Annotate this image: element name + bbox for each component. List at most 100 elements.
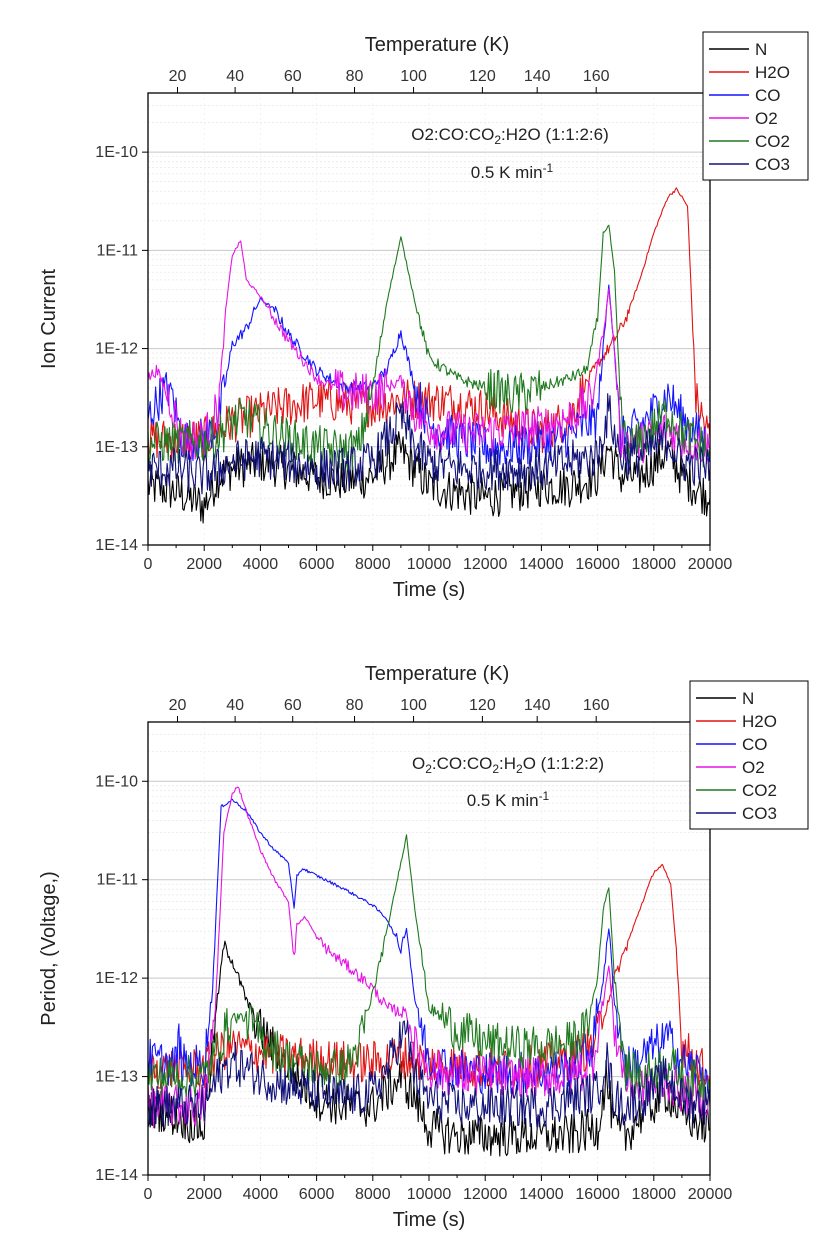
series-line-co2 — [147, 224, 711, 471]
chart-panel-1: 0 2000 4000 6000 8000 10000 12000 14000 16000 180… — [38, 31, 809, 601]
x-tick-label: 14000 — [519, 556, 564, 573]
y-tick-label: 1E-14 — [95, 537, 138, 554]
series-group — [147, 187, 711, 524]
series-line-co — [147, 798, 711, 1096]
legend-label: H2O — [755, 63, 790, 82]
x-tick-label: 6000 — [299, 1186, 335, 1203]
temperature-tick-label: 160 — [583, 68, 610, 85]
x-tick-label: 8000 — [355, 556, 391, 573]
y-tick-label: 1E-14 — [95, 1167, 138, 1184]
temperature-tick-label: 120 — [469, 697, 496, 714]
series-line-n — [147, 940, 711, 1157]
series-line-n — [147, 431, 711, 524]
x-tick-label: 0 — [144, 1186, 153, 1203]
series-line-h2o — [147, 187, 711, 461]
heating-rate-annotation: 0.5 K min-1 — [471, 161, 554, 182]
x-tick-label: 18000 — [632, 556, 677, 573]
legend-label: CO3 — [755, 155, 790, 174]
y-tick-label: 1E-12 — [95, 970, 138, 987]
legend: N H2O CO O2 CO2 CO3 — [702, 31, 809, 181]
top-axis-title: Temperature (K) — [365, 34, 510, 56]
rate-superscript: -1 — [539, 789, 550, 803]
x-tick-label: 16000 — [575, 556, 620, 573]
series-line-h2o — [147, 863, 711, 1090]
annotation-subscript: 2 — [516, 762, 523, 776]
temperature-tick-label: 100 — [400, 697, 427, 714]
series-group — [147, 786, 711, 1157]
y-tick-label: 1E-10 — [95, 144, 138, 161]
legend-label: H2O — [742, 712, 777, 731]
temperature-tick-label: 80 — [346, 697, 364, 714]
rate-text: 0.5 K min — [471, 163, 543, 182]
composition-annotation: O2:CO:CO2:H2O (1:1:2:6) — [411, 125, 609, 147]
series-line-co2 — [147, 834, 711, 1106]
temperature-tick-label: 20 — [169, 68, 187, 85]
x-axis-title: Time (s) — [393, 1209, 466, 1231]
series-line-co3 — [147, 393, 711, 495]
x-tick-label: 2000 — [186, 556, 222, 573]
temperature-tick-label: 20 — [169, 697, 187, 714]
y-tick-label: 1E-12 — [95, 341, 138, 358]
heating-rate-annotation: 0.5 K min-1 — [467, 789, 550, 810]
x-tick-label: 12000 — [463, 556, 508, 573]
temperature-tick-label: 80 — [346, 68, 364, 85]
annotation-subscript: 2 — [425, 762, 432, 776]
x-tick-label: 10000 — [407, 1186, 452, 1203]
temperature-tick-label: 40 — [226, 697, 244, 714]
temperature-tick-label: 140 — [524, 68, 551, 85]
legend-label: CO — [755, 86, 781, 105]
annotation-subscript: 2 — [492, 762, 499, 776]
temperature-tick-label: 60 — [284, 697, 302, 714]
y-tick-label: 1E-11 — [96, 872, 138, 889]
annotation-text: O2:CO:CO — [411, 125, 494, 144]
y-tick-label: 1E-13 — [95, 439, 138, 456]
x-tick-label: 16000 — [575, 1186, 620, 1203]
temperature-tick-label: 40 — [226, 68, 244, 85]
series-line-o2 — [147, 786, 711, 1129]
x-tick-label: 14000 — [519, 1186, 564, 1203]
x-tick-label: 20000 — [688, 556, 733, 573]
temperature-tick-label: 60 — [284, 68, 302, 85]
temperature-tick-label: 160 — [583, 697, 610, 714]
annotation-text: O (1:1:2:2) — [523, 754, 604, 773]
x-tick-label: 6000 — [299, 556, 335, 573]
temperature-tick-label: 120 — [469, 68, 496, 85]
temperature-tick-label: 100 — [400, 68, 427, 85]
x-axis-title: Time (s) — [393, 579, 466, 601]
x-tick-label: 8000 — [355, 1186, 391, 1203]
legend-label: CO2 — [755, 132, 790, 151]
y-tick-label: 1E-13 — [95, 1069, 138, 1086]
legend-label: O2 — [742, 758, 765, 777]
y-tick-label: 1E-11 — [96, 242, 138, 259]
legend-box — [689, 680, 809, 830]
annotation-subscript: 2 — [494, 133, 501, 147]
annotation-text: :H — [499, 754, 516, 773]
chart-panel-2: 0 2000 4000 6000 8000 10000 12000 14000 16000 180… — [38, 663, 809, 1231]
legend-box — [702, 31, 809, 181]
y-axis-title: Period, (Voltage,) — [38, 871, 60, 1026]
legend-label: O2 — [755, 109, 778, 128]
y-axis-title: Ion Current — [38, 269, 60, 369]
rate-superscript: -1 — [543, 161, 554, 175]
rate-text: 0.5 K min — [467, 791, 539, 810]
annotation-text: :CO:CO — [432, 754, 492, 773]
legend-label: N — [742, 689, 754, 708]
x-tick-label: 4000 — [243, 1186, 279, 1203]
x-tick-label: 12000 — [463, 1186, 508, 1203]
y-tick-label: 1E-10 — [95, 773, 138, 790]
legend-label: CO3 — [742, 804, 777, 823]
temperature-tick-label: 140 — [524, 697, 551, 714]
legend-label: N — [755, 40, 767, 59]
legend-label: CO2 — [742, 781, 777, 800]
top-axis-title: Temperature (K) — [365, 663, 510, 685]
legend-label: CO — [742, 735, 768, 754]
x-tick-label: 20000 — [688, 1186, 733, 1203]
x-tick-label: 4000 — [243, 556, 279, 573]
annotation-text: :H2O (1:1:2:6) — [501, 125, 609, 144]
legend: N H2O CO O2 CO2 CO3 — [689, 680, 809, 830]
annotation-text: O — [412, 754, 425, 773]
x-tick-label: 0 — [144, 556, 153, 573]
x-tick-label: 10000 — [407, 556, 452, 573]
series-line-o2 — [147, 240, 711, 465]
